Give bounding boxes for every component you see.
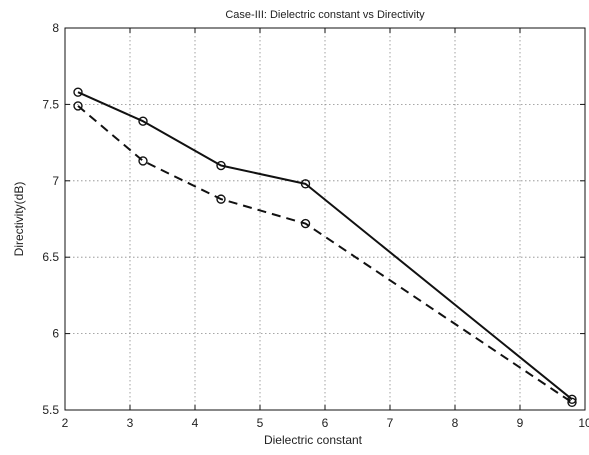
x-tick-label: 10: [578, 416, 589, 430]
x-axis-label: Dielectric constant: [264, 433, 363, 447]
x-tick-label: 7: [387, 416, 394, 430]
x-tick-label: 6: [322, 416, 329, 430]
x-tick-label: 8: [452, 416, 459, 430]
y-tick-label: 7: [52, 174, 59, 188]
series-2-marker: [73, 101, 83, 111]
series-1-marker: [73, 87, 83, 97]
series-1-marker: [300, 179, 311, 189]
x-tick-label: 9: [517, 416, 524, 430]
x-tick-label: 3: [127, 416, 134, 430]
y-axis-label: Directivity(dB): [12, 182, 26, 257]
y-tick-label: 6: [52, 327, 59, 341]
y-tick-label: 7.5: [42, 97, 59, 111]
series-1-marker: [216, 160, 226, 171]
series-2-marker: [138, 156, 148, 166]
series-2-marker: [300, 218, 311, 229]
y-tick-label: 6.5: [42, 250, 59, 264]
x-tick-label: 4: [192, 416, 199, 430]
x-tick-label: 2: [62, 416, 69, 430]
chart-title: Case-III: Dielectric constant vs Directi…: [225, 9, 425, 21]
grid-lines: [65, 28, 585, 410]
series-line-2: [77, 105, 573, 404]
axis-ticks: 2 3 4 5 6 7 8 9 10 5.5 6 6.5 7 7.5 8: [42, 21, 589, 430]
series-line-1: [77, 91, 573, 401]
x-tick-label: 5: [257, 416, 264, 430]
y-tick-label: 8: [52, 21, 59, 35]
y-tick-label: 5.5: [42, 403, 59, 417]
series-2-marker: [567, 397, 577, 408]
series-1-marker: [138, 116, 148, 126]
series-group: [73, 87, 577, 408]
series-2-marker: [216, 194, 226, 204]
